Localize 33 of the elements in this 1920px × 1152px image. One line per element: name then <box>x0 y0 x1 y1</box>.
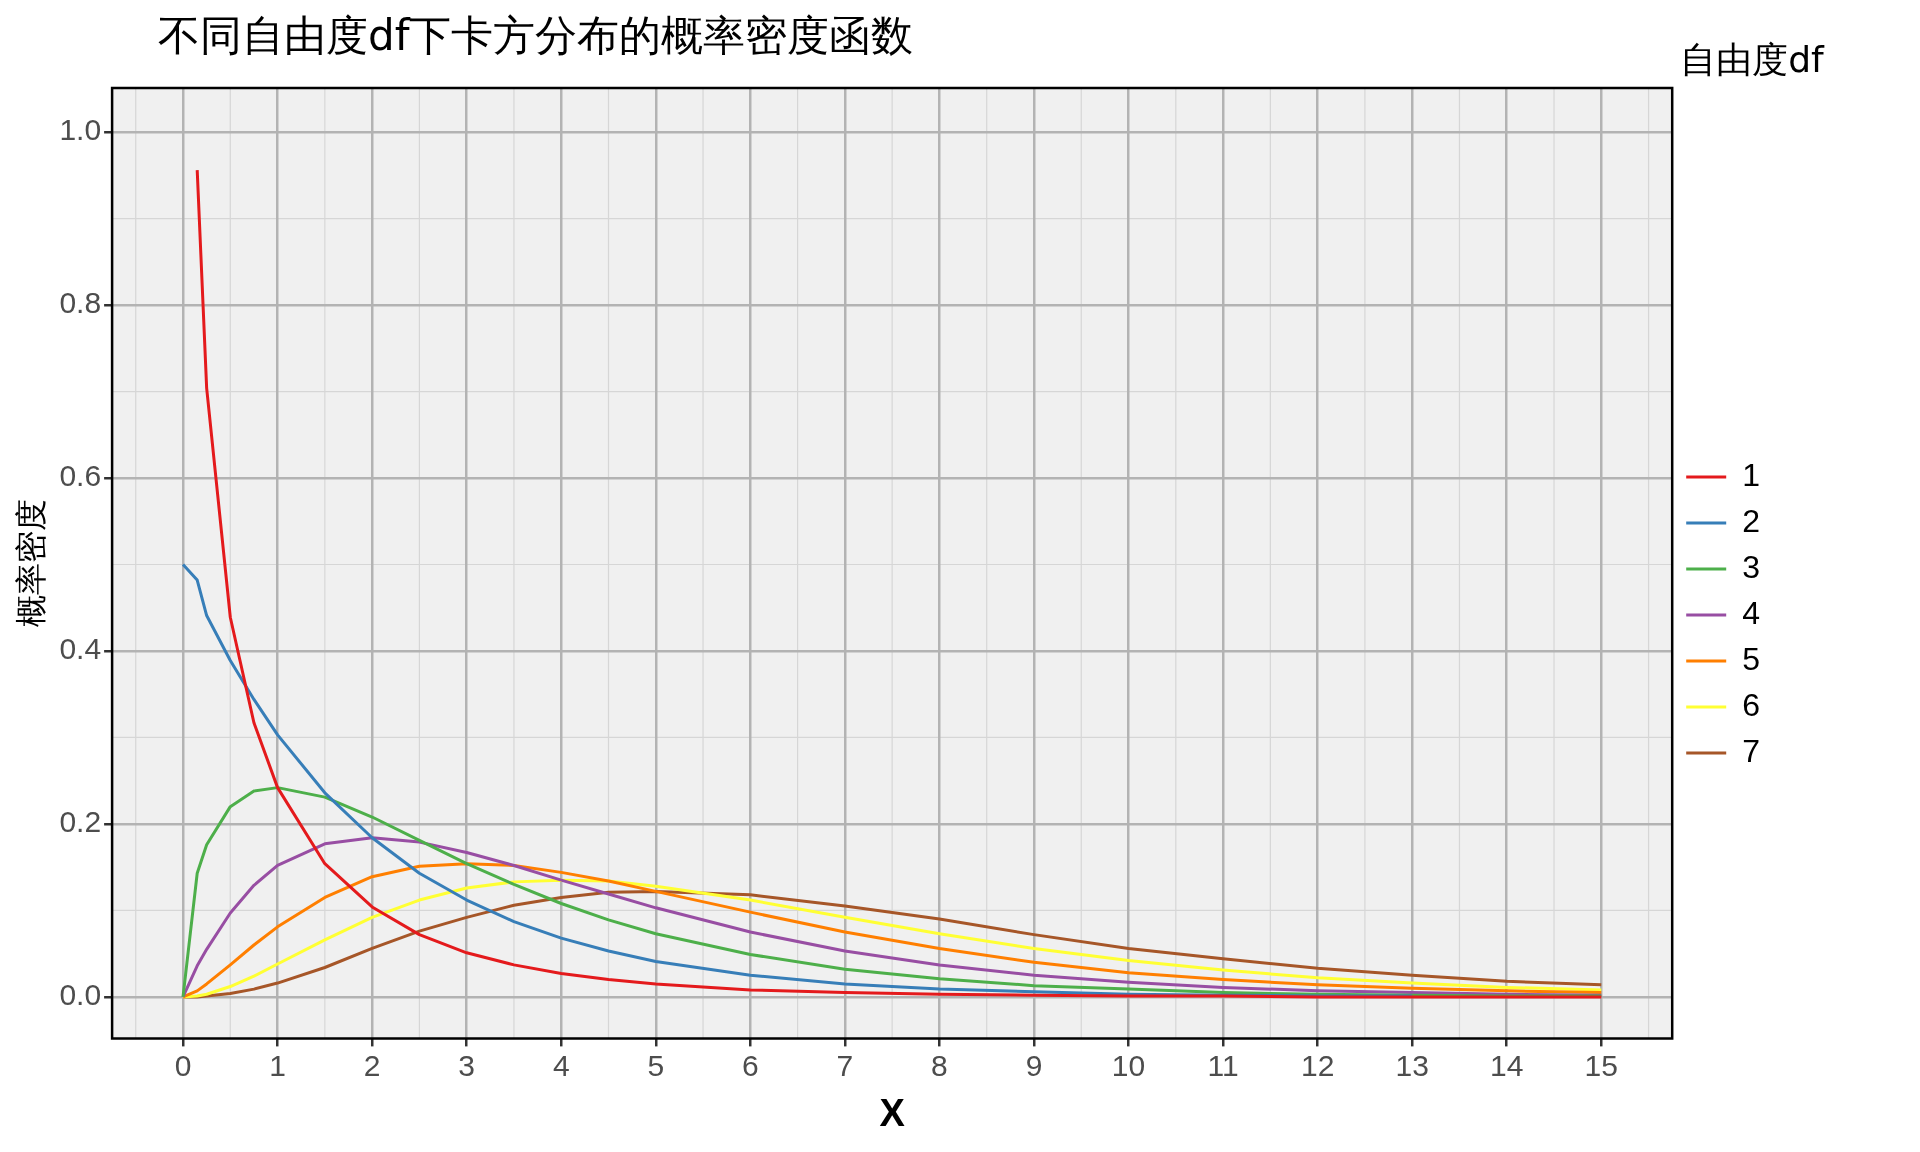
x-tick-label: 4 <box>552 1048 570 1082</box>
x-tick-label: 0 <box>174 1048 192 1082</box>
x-tick-label: 1 <box>269 1048 286 1082</box>
x-tick-label: 13 <box>1395 1048 1429 1082</box>
x-tick-label: 3 <box>458 1048 476 1082</box>
y-tick-label: 0.8 <box>59 286 102 320</box>
x-tick-label: 7 <box>836 1048 854 1082</box>
legend-title: 自由度df <box>1680 38 1824 82</box>
x-tick-label: 6 <box>741 1048 759 1082</box>
y-tick-label: 0.6 <box>59 459 102 493</box>
y-axis-title: 概率密度 <box>13 499 50 628</box>
chart-title: 不同自由度df下卡方分布的概率密度函数 <box>158 10 914 62</box>
x-tick-label: 12 <box>1300 1048 1335 1082</box>
legend-label: 6 <box>1742 686 1760 723</box>
y-tick-label: 0.0 <box>59 978 102 1012</box>
y-tick-label: 0.4 <box>59 632 102 666</box>
y-tick-label: 1.0 <box>59 113 102 147</box>
legend-label: 4 <box>1742 594 1760 631</box>
legend-label: 5 <box>1742 640 1760 677</box>
legend-label: 3 <box>1742 548 1760 585</box>
y-tick-label: 0.2 <box>59 805 102 839</box>
x-tick-label: 8 <box>931 1048 948 1082</box>
legend-label: 2 <box>1742 502 1760 539</box>
x-tick-label: 2 <box>363 1048 381 1082</box>
x-axis-title: X <box>879 1091 906 1134</box>
x-tick-label: 9 <box>1025 1048 1043 1082</box>
x-tick-label: 14 <box>1490 1048 1524 1082</box>
x-tick-label: 11 <box>1207 1048 1239 1082</box>
legend-label: 7 <box>1742 732 1760 769</box>
x-tick-label: 5 <box>647 1048 665 1082</box>
x-tick-label: 10 <box>1111 1048 1146 1082</box>
x-tick-label: 15 <box>1584 1048 1618 1082</box>
legend-label: 1 <box>1742 456 1760 493</box>
